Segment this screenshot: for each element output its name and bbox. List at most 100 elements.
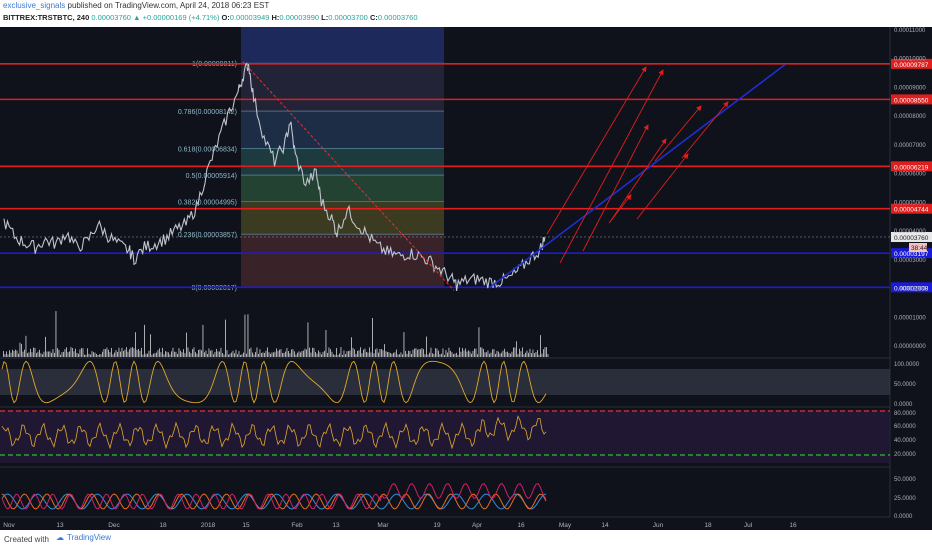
volume-bar xyxy=(231,352,232,357)
volume-bar xyxy=(49,351,51,357)
volume-bar xyxy=(60,354,61,357)
volume-bar xyxy=(420,349,421,357)
legend-low: 0.00003700 xyxy=(328,13,368,22)
volume-bar xyxy=(310,352,312,357)
volume-bar xyxy=(418,348,420,357)
volume-bar xyxy=(237,354,238,357)
volume-bar xyxy=(322,351,324,357)
volume-bar xyxy=(303,350,304,357)
volume-bar xyxy=(508,352,510,357)
volume-bar xyxy=(376,348,378,357)
volume-bar xyxy=(378,352,379,357)
volume-bar xyxy=(42,354,43,357)
volume-bar xyxy=(510,353,511,357)
volume-bar xyxy=(196,353,198,357)
volume-bar xyxy=(519,348,520,357)
volume-bar xyxy=(85,354,87,357)
volume-bar xyxy=(459,347,460,357)
volume-bar xyxy=(174,351,175,357)
volume-bar xyxy=(256,347,258,357)
time-tick-label: Nov xyxy=(3,522,15,529)
level-tag-label: 0.00009787 xyxy=(894,62,929,69)
level-tag-label: 0.00008550 xyxy=(894,97,929,104)
volume-bar xyxy=(297,352,298,357)
level-tag xyxy=(891,248,932,259)
fib-zone xyxy=(241,234,444,288)
volume-bar xyxy=(93,352,94,357)
volume-bar xyxy=(30,348,31,357)
volume-bar xyxy=(184,353,186,357)
symbol-legend: BITTREX:TRSTBTC, 240 0.00003760 ▲ +0.000… xyxy=(3,13,418,22)
volume-bar xyxy=(363,349,364,357)
volume-bar xyxy=(94,352,96,357)
volume-bar xyxy=(120,351,121,357)
level-tag-label: 0.00003197 xyxy=(894,251,929,258)
volume-bar xyxy=(73,351,75,357)
last-price-tag-label: 0.00003760 xyxy=(894,235,929,242)
volume-bar xyxy=(414,348,415,357)
fib-level-label: 0.786(0.00008142) xyxy=(178,109,237,116)
volume-bar xyxy=(40,353,42,357)
volume-bar xyxy=(69,351,70,357)
volume-bar xyxy=(342,354,343,357)
price-chart[interactable]: 1(0.00009811) 0.786(0.00008142) 0.618(0.00… xyxy=(0,27,932,530)
fib-zone xyxy=(241,201,444,235)
volume-bar xyxy=(526,350,528,357)
indicator-panes xyxy=(0,360,890,510)
volume-bar xyxy=(528,352,529,357)
volume-bar xyxy=(490,352,492,357)
time-tick-label: Dec xyxy=(108,522,120,529)
volume-bar xyxy=(430,347,432,357)
volume-bar xyxy=(43,351,45,357)
volume-bar xyxy=(538,354,540,357)
volume-bar xyxy=(369,347,370,357)
volume-bar xyxy=(61,352,63,357)
legend-close: 0.00003760 xyxy=(91,13,131,22)
time-tick-label: 15 xyxy=(242,522,250,529)
volume-bar xyxy=(327,353,328,357)
volume-bar xyxy=(166,351,168,357)
volume-bar xyxy=(312,347,313,357)
symbol-label[interactable]: BITTREX:TRSTBTC, 240 xyxy=(3,13,90,22)
volume-bar xyxy=(72,348,73,357)
volume-bar xyxy=(264,352,265,357)
volume-bar xyxy=(523,354,525,357)
volume-bar xyxy=(154,353,156,357)
volume-bar xyxy=(78,353,79,357)
level-tag xyxy=(891,282,932,293)
volume-bar xyxy=(544,347,546,357)
level-tag xyxy=(891,58,932,69)
volume-bar xyxy=(204,352,205,357)
volume-bar xyxy=(21,343,22,357)
time-tick-label: 13 xyxy=(56,522,64,529)
volume-bar xyxy=(87,348,88,357)
volume-bar xyxy=(486,352,487,357)
volume-bar xyxy=(160,352,162,357)
tradingview-logo[interactable]: ☁ TradingView xyxy=(56,533,111,542)
time-tick-label: Apr xyxy=(472,522,483,529)
volume-bar xyxy=(472,350,474,357)
indicator-tick-label: 60.0000 xyxy=(894,424,916,430)
volume-bar xyxy=(127,351,129,357)
volume-bar xyxy=(442,348,444,357)
horizontal-levels[interactable]: 0.00009787 0.00008550 0.00006219 0.00004744… xyxy=(0,58,932,293)
volume-bar xyxy=(295,354,297,357)
volume-bar xyxy=(238,351,240,357)
volume-bar xyxy=(45,336,46,357)
volume-bar xyxy=(493,349,495,357)
volume-bar xyxy=(471,353,472,357)
volume-bar xyxy=(384,344,385,357)
volume-bar xyxy=(253,354,255,357)
trend-drawings[interactable] xyxy=(242,61,786,291)
indicator-tick-label: 20.0000 xyxy=(894,452,916,458)
legend-low-label: L: xyxy=(321,13,329,22)
volume-bar xyxy=(271,352,273,357)
volume-bar xyxy=(403,332,405,357)
volume-bar xyxy=(466,351,468,357)
volume-bar xyxy=(309,347,310,357)
volume-bar xyxy=(262,352,264,357)
volume-bar xyxy=(261,353,262,357)
volume-bar xyxy=(12,349,13,357)
author-link[interactable]: exclusive_signals xyxy=(3,1,66,10)
volume-bar xyxy=(240,354,241,357)
